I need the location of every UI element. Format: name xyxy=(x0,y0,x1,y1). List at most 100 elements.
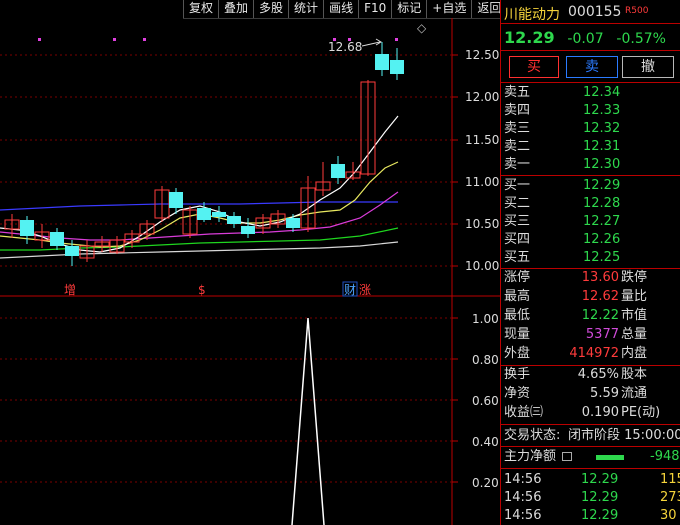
ask-row-2[interactable]: 卖二 12.31 xyxy=(504,138,679,155)
price-axis-ticks xyxy=(452,54,458,267)
price-row: 12.29 -0.07 -0.57% xyxy=(504,28,666,47)
divider xyxy=(501,424,680,425)
tick-row: 14:56 12.29 30 xyxy=(504,507,680,524)
bid-label: 买二 xyxy=(504,196,531,211)
cancel-order-button[interactable]: 撤 xyxy=(622,56,674,78)
signal-dot xyxy=(395,38,398,41)
candle-up xyxy=(300,187,316,229)
ma-line-blue xyxy=(0,201,398,211)
tick-volume: 115 xyxy=(660,472,680,487)
stat-label-2: 流通 xyxy=(621,386,648,401)
sell-button[interactable]: 卖 xyxy=(566,56,618,78)
stat-label-2: 总量 xyxy=(621,327,648,342)
toolbar-f10-button[interactable]: F10 xyxy=(358,0,391,18)
stat-eps: 收益㈢ 0.190 PE(动) xyxy=(504,404,680,422)
candle-up xyxy=(360,81,376,175)
list-icon[interactable] xyxy=(562,452,572,461)
toolbar-draw-line-button[interactable]: 画线 xyxy=(323,0,358,18)
sub-axis-label: 0.40 xyxy=(472,435,499,449)
ask-label: 卖三 xyxy=(504,121,531,136)
candle-up xyxy=(345,171,361,179)
candle-up xyxy=(109,239,125,253)
stat-label: 外盘 xyxy=(504,346,531,361)
divider xyxy=(501,446,680,447)
signal-dot xyxy=(143,38,146,41)
candle-down xyxy=(20,220,34,236)
toolbar-mark-button[interactable]: 标记 xyxy=(391,0,426,18)
ask-price: 12.31 xyxy=(583,139,621,154)
toolbar-multi-stock-button[interactable]: 多股 xyxy=(253,0,288,18)
candle-down xyxy=(197,208,211,220)
toolbar-statistics-button[interactable]: 统计 xyxy=(288,0,323,18)
stat-value: 12.62 xyxy=(581,289,619,304)
stat-label-2: 跌停 xyxy=(621,270,648,285)
stat-turnover: 换手 4.65% 股本 xyxy=(504,366,680,384)
stat-label-2: PE(动) xyxy=(621,405,661,420)
bid-row-5[interactable]: 买五 12.25 xyxy=(504,249,679,266)
bid-row-4[interactable]: 买四 12.26 xyxy=(504,231,679,248)
bid-row-1[interactable]: 买一 12.29 xyxy=(504,177,679,194)
bid-row-2[interactable]: 买二 12.28 xyxy=(504,195,679,212)
diamond-icon[interactable]: ◇ xyxy=(417,21,427,35)
stat-label: 最低 xyxy=(504,308,531,323)
r-badge: R500 xyxy=(625,6,649,16)
ask-row-5[interactable]: 卖五 12.34 xyxy=(504,84,679,101)
sub-axis-label: 0.20 xyxy=(472,476,499,490)
divider xyxy=(501,50,680,51)
candle-up xyxy=(124,233,140,243)
signal-dots xyxy=(38,38,398,41)
chart-area[interactable]: 12.50 12.00 11.50 11.00 10.50 10.00 ◇ xyxy=(0,18,500,525)
marker-finance[interactable]: 财 xyxy=(344,283,356,297)
tick-price: 12.29 xyxy=(581,508,619,523)
price-grid xyxy=(0,54,452,267)
price-tick-label: 10.00 xyxy=(465,259,499,273)
marker-dividend[interactable]: $ xyxy=(198,283,206,297)
stat-limit-up: 涨停 13.60 跌停 xyxy=(504,269,680,287)
ask-row-4[interactable]: 卖四 12.33 xyxy=(504,102,679,119)
marker-add-shares[interactable]: 增 xyxy=(64,283,76,297)
stat-value: 5.59 xyxy=(590,386,619,401)
price-change: -0.07 xyxy=(567,31,604,47)
last-price: 12.29 xyxy=(504,28,555,47)
stock-code: 000155 xyxy=(568,4,622,20)
candle-up xyxy=(79,245,95,259)
toolbar-restore-rights-button[interactable]: 复权 xyxy=(183,0,218,18)
candle-up xyxy=(182,209,198,235)
marker-limit-up[interactable]: 涨 xyxy=(359,282,371,297)
ask-row-1[interactable]: 卖一 12.30 xyxy=(504,156,679,173)
candle-down xyxy=(390,60,404,74)
divider xyxy=(501,468,680,469)
bid-price: 12.29 xyxy=(583,178,621,193)
stat-value: 0.190 xyxy=(581,405,619,420)
high-arrow-head xyxy=(375,38,382,46)
divider xyxy=(501,23,680,24)
buy-button[interactable]: 买 xyxy=(509,56,559,78)
ask-row-3[interactable]: 卖三 12.32 xyxy=(504,120,679,137)
bid-row-3[interactable]: 买三 12.27 xyxy=(504,213,679,230)
kline-svg[interactable]: 12.50 12.00 11.50 11.00 10.50 10.00 ◇ xyxy=(0,18,500,525)
tick-price: 12.29 xyxy=(581,472,619,487)
tick-time: 14:56 xyxy=(504,508,542,523)
ask-label: 卖一 xyxy=(504,157,531,172)
ma-line-magenta xyxy=(0,191,399,241)
tick-volume: 30 xyxy=(660,508,677,523)
divider xyxy=(501,365,680,366)
ask-price: 12.30 xyxy=(583,157,621,172)
price-tick-label: 11.00 xyxy=(465,175,499,189)
toolbar-overlay-button[interactable]: 叠加 xyxy=(218,0,253,18)
toolbar-back-button[interactable]: 返回 xyxy=(471,0,506,18)
stat-label: 最高 xyxy=(504,289,531,304)
ask-label: 卖四 xyxy=(504,103,531,118)
high-price-label: 12.68 xyxy=(328,40,362,54)
ask-price: 12.34 xyxy=(583,85,621,100)
high-arrow-line xyxy=(361,41,381,47)
toolbar-add-watchlist-button[interactable]: +自选 xyxy=(426,0,471,18)
trade-status-row: 交易状态: 闭市阶段 15:00:00 xyxy=(504,427,680,445)
candle-up xyxy=(315,181,331,191)
bid-price: 12.27 xyxy=(583,214,621,229)
sub-grid xyxy=(0,317,452,483)
candle-down xyxy=(286,218,300,228)
stat-outer-volume: 外盘 414972 内盘 xyxy=(504,345,680,363)
stat-value: 12.22 xyxy=(581,308,619,323)
indicator-line xyxy=(291,317,325,525)
